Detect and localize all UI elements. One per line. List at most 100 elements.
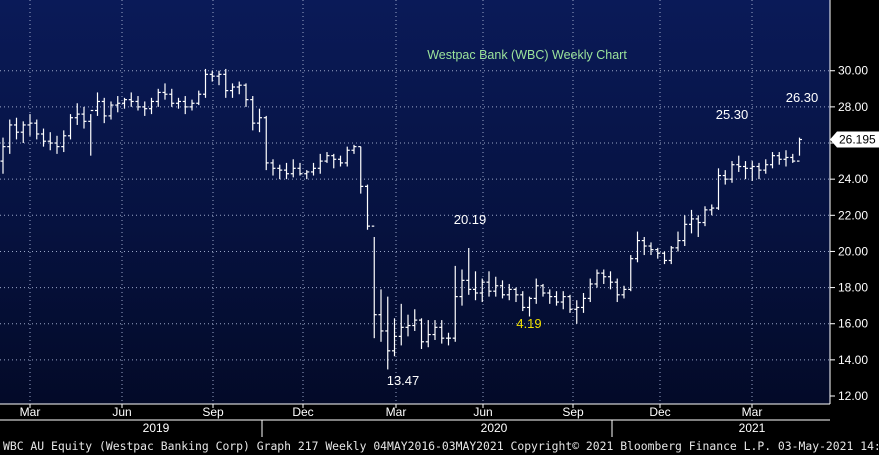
y-tick-label: 24.00 bbox=[838, 172, 868, 186]
ohlc-bar bbox=[506, 283, 512, 301]
ohlc-bar bbox=[513, 287, 519, 303]
ohlc-bar bbox=[142, 101, 148, 116]
ohlc-bar bbox=[560, 291, 566, 310]
ohlc-bar bbox=[736, 155, 742, 172]
ohlc-bar bbox=[533, 278, 539, 304]
ohlc-bar bbox=[338, 155, 343, 167]
ohlc-bar bbox=[169, 88, 175, 107]
ohlc-bar bbox=[122, 97, 127, 109]
ohlc-bar bbox=[54, 135, 60, 154]
ohlc-bar bbox=[473, 271, 478, 301]
annotation-label: 25.30 bbox=[716, 107, 749, 122]
ohlc-bar bbox=[392, 318, 397, 357]
ohlc-bar bbox=[263, 115, 269, 171]
last-price-label: 26.195 bbox=[839, 132, 876, 146]
x-tick-label: Dec bbox=[649, 405, 670, 419]
ohlc-bar bbox=[479, 278, 485, 303]
ohlc-bar bbox=[270, 159, 276, 176]
ohlc-bar bbox=[527, 296, 532, 317]
ohlc-bar bbox=[108, 101, 114, 120]
ohlc-bar bbox=[95, 92, 100, 116]
last-price-marker bbox=[830, 131, 879, 148]
ohlc-bar bbox=[797, 137, 802, 162]
y-tick-label: 16.00 bbox=[838, 317, 868, 331]
ohlc-bar bbox=[277, 164, 283, 180]
ohlc-bar bbox=[290, 159, 296, 178]
ohlc-bar bbox=[776, 152, 782, 165]
ohlc-bar bbox=[155, 88, 161, 107]
ohlc-bar bbox=[756, 162, 762, 180]
ohlc-bar bbox=[203, 68, 208, 98]
ohlc-bar bbox=[14, 117, 19, 140]
ohlc-bar bbox=[594, 269, 600, 288]
annotation-label: 13.47 bbox=[387, 373, 420, 388]
ohlc-bar bbox=[115, 96, 121, 113]
footer-caption: WBC AU Equity (Westpac Banking Corp) Gra… bbox=[0, 437, 879, 455]
ohlc-bar bbox=[101, 97, 107, 124]
ohlc-bars bbox=[0, 68, 802, 370]
ohlc-bar bbox=[176, 97, 181, 109]
ohlc-bar bbox=[695, 215, 701, 237]
ohlc-bar bbox=[230, 83, 235, 98]
annotation-label: 4.19 bbox=[516, 316, 541, 331]
ohlc-bar bbox=[419, 318, 424, 350]
year-label: 2021 bbox=[739, 421, 766, 435]
ohlc-bar bbox=[641, 236, 647, 256]
x-tick-label: Dec bbox=[292, 405, 313, 419]
chart-title: Westpac Bank (WBC) Weekly Chart bbox=[427, 48, 627, 62]
ohlc-bar bbox=[500, 280, 505, 299]
ohlc-bar bbox=[216, 70, 222, 86]
y-tick-label: 14.00 bbox=[838, 353, 868, 367]
ohlc-bar bbox=[547, 289, 553, 304]
ohlc-bar bbox=[81, 106, 87, 129]
ohlc-bar bbox=[189, 99, 195, 111]
ohlc-bar bbox=[371, 225, 377, 339]
year-label: 2019 bbox=[143, 421, 170, 435]
ohlc-bar bbox=[317, 153, 323, 174]
ohlc-bar bbox=[331, 153, 337, 169]
annotation-label: 26.30 bbox=[786, 90, 819, 105]
plot-panel bbox=[0, 0, 830, 404]
ohlc-bar bbox=[68, 114, 73, 140]
x-tick-label: Mar bbox=[20, 405, 41, 419]
ohlc-bar bbox=[27, 114, 33, 136]
annotation-label: 20.19 bbox=[454, 212, 487, 227]
ohlc-bar bbox=[554, 291, 559, 306]
ohlc-bar bbox=[682, 215, 688, 247]
ohlc-bar bbox=[74, 103, 80, 125]
ohlc-bar bbox=[365, 184, 370, 230]
ohlc-bar bbox=[648, 242, 654, 256]
ohlc-bar bbox=[7, 119, 13, 154]
year-label: 2020 bbox=[481, 421, 508, 435]
y-tick-label: 20.00 bbox=[838, 244, 868, 258]
ohlc-bar bbox=[243, 83, 249, 107]
ohlc-bar bbox=[540, 283, 546, 297]
ohlc-bar bbox=[398, 303, 404, 346]
ohlc-bar bbox=[149, 97, 154, 115]
ohlc-bar bbox=[88, 109, 94, 156]
ohlc-bar bbox=[432, 320, 438, 340]
ohlc-bar bbox=[628, 255, 634, 292]
ohlc-bar bbox=[743, 161, 748, 180]
ohlc-bar bbox=[135, 96, 141, 111]
ohlc-bar bbox=[486, 271, 492, 297]
y-tick-label: 12.00 bbox=[838, 389, 868, 403]
ohlc-bar bbox=[0, 137, 6, 174]
ohlc-bar bbox=[297, 162, 303, 176]
ohlc-bar bbox=[378, 289, 384, 342]
ohlc-bar bbox=[520, 291, 526, 312]
y-tick-label: 28.00 bbox=[838, 100, 868, 114]
ohlc-bar bbox=[675, 231, 681, 252]
axes: 12.0014.0016.0018.0020.0022.0024.0026.00… bbox=[0, 0, 879, 437]
ohlc-bar bbox=[47, 132, 53, 151]
ohlc-bar bbox=[324, 152, 330, 163]
y-tick-label: 30.00 bbox=[838, 64, 868, 78]
x-tick-label: Jun bbox=[112, 405, 131, 419]
x-tick-label: Mar bbox=[386, 405, 407, 419]
ohlc-bar bbox=[412, 309, 418, 331]
ohlc-bar bbox=[729, 161, 735, 183]
ohlc-bar bbox=[162, 83, 168, 100]
ohlc-bar bbox=[358, 146, 364, 194]
ohlc-bar bbox=[702, 206, 708, 227]
ohlc-bar bbox=[385, 296, 391, 370]
